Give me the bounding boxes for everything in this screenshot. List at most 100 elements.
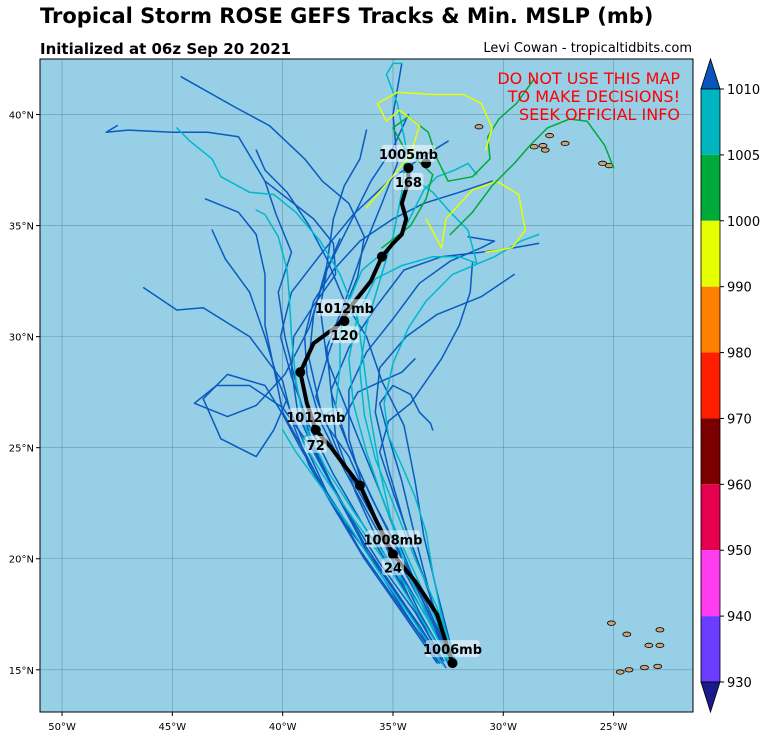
- azores-islands: [529, 144, 539, 150]
- label-backdrop: [288, 407, 343, 425]
- colorbar-level-label: 960: [727, 478, 752, 493]
- intensity-label: 1006mb: [423, 643, 482, 658]
- colorbar-segment: [701, 89, 720, 155]
- cabo-verde-islands: [640, 664, 649, 671]
- azores-islands: [540, 147, 550, 153]
- lon-tick-label: 35°W: [379, 722, 407, 733]
- ensemble-track: [339, 358, 452, 660]
- lat-tick-label: 20°N: [9, 555, 34, 566]
- label-backdrop: [365, 530, 420, 548]
- ensemble-track: [449, 118, 615, 236]
- lat-tick-label: 30°N: [9, 333, 34, 344]
- colorbar-level-label: 930: [727, 676, 752, 691]
- lon-tick-label: 30°W: [489, 722, 517, 733]
- colorbar-level-label: 1000: [727, 215, 760, 230]
- lon-tick-label: 25°W: [600, 722, 628, 733]
- warning-text: DO NOT USE THIS MAP TO MAKE DECISIONS! S…: [497, 69, 680, 124]
- ensemble-track: [211, 229, 436, 658]
- azores-islands: [538, 143, 548, 149]
- colorbar-segment: [701, 418, 720, 485]
- colorbar-segment: [701, 550, 720, 617]
- ensemble-track: [281, 429, 445, 667]
- colorbar-segment: [701, 286, 720, 353]
- intensity-label: 1012mb: [315, 302, 374, 317]
- mean-track-dot: [403, 162, 414, 173]
- warning-line-2: TO MAKE DECISIONS!: [507, 87, 680, 106]
- cabo-verde-islands: [624, 667, 634, 673]
- lat-tick-label: 25°N: [9, 444, 34, 455]
- intensity-label: 1005mb: [379, 148, 438, 163]
- colorbar-level-label: 970: [727, 412, 752, 427]
- mean-track-dot: [376, 251, 387, 262]
- ensemble-track: [142, 287, 443, 664]
- lat-tick-label: 35°N: [9, 222, 34, 233]
- lon-tick-label: 50°W: [48, 722, 76, 733]
- ensemble-track: [193, 113, 441, 664]
- warning-line-1: DO NOT USE THIS MAP: [497, 69, 680, 88]
- colorbar-level-label: 940: [727, 610, 752, 625]
- mean-track-dot: [310, 424, 321, 435]
- colorbar-frame: [700, 88, 721, 683]
- ensemble-track: [303, 180, 493, 662]
- colorbar-segment: [701, 352, 720, 419]
- ensemble-track: [378, 384, 449, 660]
- colorbar-segment: [701, 616, 720, 682]
- label-backdrop: [381, 558, 404, 576]
- cabo-verde-islands: [606, 620, 616, 626]
- ensemble-track: [326, 62, 452, 658]
- colorbar-arrow-top: [700, 57, 721, 90]
- intensity-label: 1012mb: [286, 411, 345, 426]
- intensity-labels: 1006mb 1008mb 24 1012mb 72 1012mb 120 1005mb 168: [286, 144, 482, 658]
- map-title: Tropical Storm ROSE GEFS Tracks & Min. M…: [40, 4, 654, 28]
- label-backdrop: [317, 299, 372, 317]
- label-backdrop: [393, 172, 424, 190]
- mean-track-dot: [387, 549, 398, 560]
- label-backdrop: [425, 640, 480, 658]
- cabo-verde-islands: [653, 663, 663, 670]
- colorbar-level-label: 1005: [727, 149, 760, 164]
- ensemble-track: [204, 198, 438, 664]
- lon-tick-label: 45°W: [159, 722, 187, 733]
- credit-text: Levi Cowan - tropicaltidbits.com: [483, 41, 692, 56]
- cabo-verde-islands: [644, 642, 654, 648]
- cabo-verde-islands: [622, 631, 632, 637]
- colorbar-segment: [701, 220, 720, 287]
- map-frame: [39, 58, 694, 713]
- colorbar-level-label: 980: [727, 347, 752, 362]
- ensemble-track: [378, 262, 474, 658]
- colorbar-level-label: 950: [727, 544, 752, 559]
- colorbar: 1010 1005 1000 990 980 970 960 950 940 930: [700, 57, 760, 714]
- intensity-label: 168: [395, 176, 422, 191]
- mean-track-dot: [447, 658, 458, 669]
- land-masses: [474, 124, 665, 675]
- azores-islands: [545, 133, 555, 139]
- intensity-label: 72: [307, 439, 325, 454]
- colorbar-level-label: 990: [727, 281, 752, 296]
- ensemble-track: [383, 233, 540, 662]
- cabo-verde-islands: [655, 627, 665, 633]
- mean-track-dot: [339, 316, 350, 327]
- init-time: Initialized at 06z Sep 20 2021: [40, 40, 292, 58]
- intensity-label: 24: [384, 561, 402, 576]
- cabo-verde-islands: [615, 669, 625, 675]
- azores-islands: [474, 124, 484, 130]
- intensity-label: 1008mb: [363, 533, 422, 548]
- warning-line-3: SEEK OFFICIAL INFO: [519, 105, 680, 124]
- colorbar-arrow-bottom: [700, 681, 721, 714]
- label-backdrop: [329, 326, 360, 344]
- colorbar-segment: [701, 154, 720, 221]
- mean-track-dot: [295, 367, 306, 378]
- lon-tick-label: 40°W: [269, 722, 297, 733]
- colorbar-segment: [701, 484, 720, 551]
- label-backdrop: [381, 144, 436, 162]
- intensity-label: 120: [331, 329, 358, 344]
- axis-ticks: 50°W 45°W 40°W 35°W 30°W 25°W 40°N 35°N 30°N 25°N…: [9, 111, 628, 733]
- azores-islands: [560, 140, 570, 147]
- lat-tick-label: 40°N: [9, 111, 34, 122]
- lat-tick-label: 15°N: [9, 666, 34, 677]
- colorbar-level-label: 1010: [727, 83, 760, 98]
- label-backdrop: [304, 435, 327, 453]
- mean-track-dot: [354, 480, 365, 491]
- ensemble-track: [255, 149, 454, 653]
